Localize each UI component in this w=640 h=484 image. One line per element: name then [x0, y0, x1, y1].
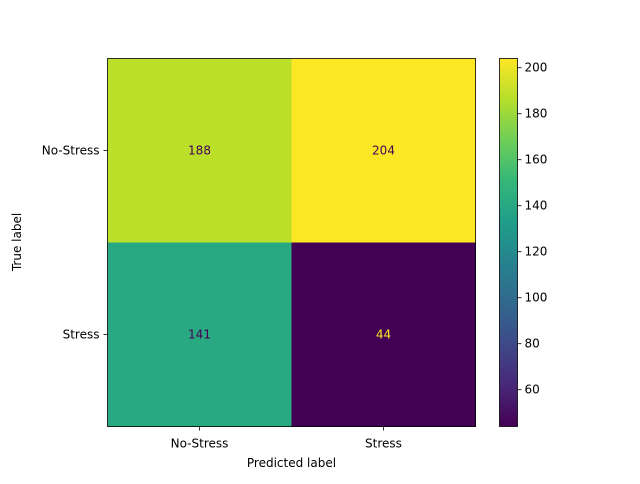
heatmap-cell-labels: 188 204 141 44 [188, 144, 395, 342]
y-tick-label: No-Stress [42, 144, 100, 158]
x-axis-label: Predicted label [247, 456, 336, 470]
colorbar-tick-label: 160 [525, 153, 548, 167]
cell-value-label: 204 [372, 144, 395, 158]
x-tick-label: Stress [365, 437, 402, 451]
colorbar-tick-label: 80 [525, 337, 540, 351]
cell-value-label: 188 [188, 144, 211, 158]
plot-frame [107, 58, 476, 427]
colorbar-tick-label: 140 [525, 199, 548, 213]
colorbar-tick-label: 60 [525, 383, 540, 397]
x-axis: No-Stress Stress [171, 426, 402, 451]
x-tick-label: No-Stress [171, 437, 229, 451]
y-axis-label: True label [10, 213, 24, 272]
colorbar-tick-label: 200 [525, 61, 548, 75]
heatmap-cell-1-1 [291, 242, 476, 427]
colorbar: 60 80 100 120 140 160 180 200 [499, 58, 548, 427]
heatmap-cells [107, 58, 476, 427]
cell-value-label: 44 [376, 328, 391, 342]
colorbar-tick-label: 120 [525, 245, 548, 259]
heatmap-cell-0-0 [107, 58, 292, 243]
colorbar-tick-label: 180 [525, 107, 548, 121]
y-tick-label: Stress [63, 328, 100, 342]
heatmap-cell-0-1 [291, 58, 476, 243]
colorbar-tick-label: 100 [525, 291, 548, 305]
heatmap-cell-1-0 [107, 242, 292, 427]
colorbar-gradient [499, 58, 518, 427]
cell-value-label: 141 [188, 328, 211, 342]
y-axis: No-Stress Stress [42, 144, 108, 342]
